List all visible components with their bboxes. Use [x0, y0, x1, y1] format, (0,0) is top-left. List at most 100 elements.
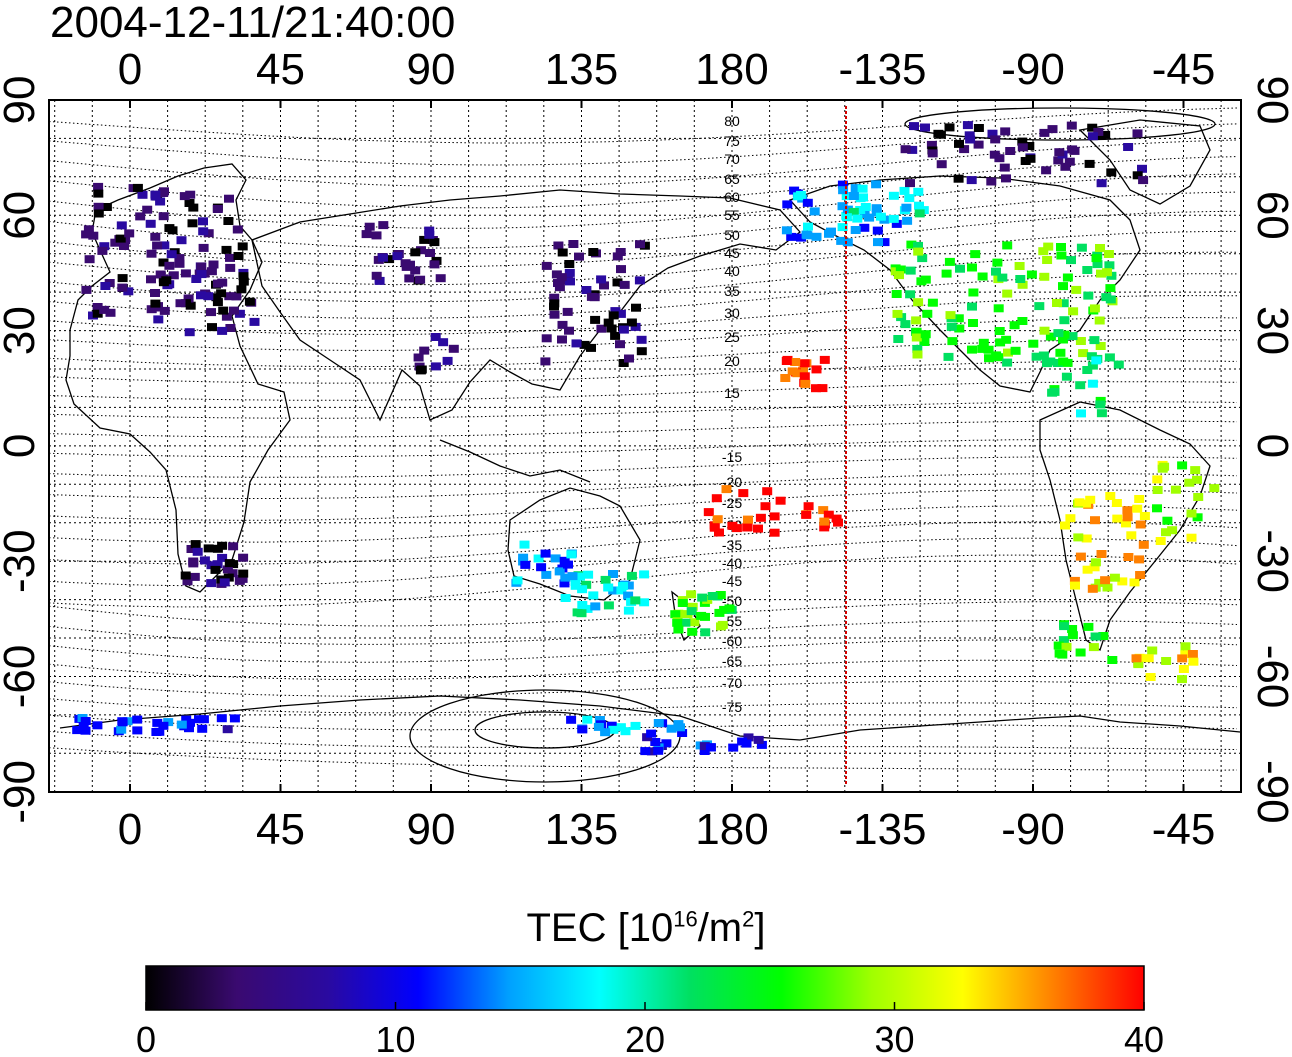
tec-point — [448, 344, 459, 353]
tec-point — [184, 328, 195, 337]
left-tick-label: -30 — [0, 529, 44, 593]
tec-point — [912, 350, 923, 359]
tec-point — [217, 541, 228, 550]
tec-point — [913, 298, 924, 307]
tec-point — [416, 365, 427, 374]
tec-point — [836, 236, 847, 245]
tec-point — [196, 262, 207, 271]
tec-point — [1094, 316, 1105, 325]
tec-point — [965, 135, 976, 144]
tec-point — [1123, 553, 1134, 561]
tec-point — [419, 346, 430, 355]
tec-point — [1104, 261, 1115, 270]
top-tick-label: -90 — [1001, 45, 1065, 94]
tec-point — [553, 241, 564, 250]
tec-point — [954, 324, 965, 333]
tec-point — [800, 379, 811, 388]
tec-point — [1083, 622, 1094, 631]
tec-point — [977, 344, 988, 353]
tec-point — [1042, 359, 1052, 368]
tec-point — [1086, 352, 1097, 361]
tec-point — [1010, 346, 1021, 355]
tec-point — [1133, 660, 1144, 669]
tec-point — [831, 514, 842, 523]
tec-point — [1138, 540, 1149, 549]
tec-point — [176, 236, 187, 245]
tec-point — [1049, 387, 1060, 396]
tec-point — [1122, 506, 1133, 515]
tec-point — [93, 189, 104, 198]
tec-point — [819, 517, 830, 526]
tec-point — [1083, 291, 1094, 300]
tec-point — [914, 201, 924, 210]
tec-point — [1180, 650, 1191, 659]
tec-point — [158, 258, 169, 267]
tec-point — [231, 292, 242, 301]
tec-point — [1126, 531, 1137, 540]
tec-point — [371, 231, 382, 240]
tec-point — [119, 242, 129, 250]
tec-point — [1102, 583, 1113, 592]
tec-point — [911, 333, 922, 342]
tec-point — [217, 553, 228, 562]
tec-point — [429, 260, 440, 269]
tec-point — [1152, 504, 1162, 513]
tec-point — [1085, 495, 1096, 504]
tec-point — [630, 322, 641, 331]
tec-point — [911, 316, 922, 325]
tec-point — [891, 290, 902, 298]
tec-point — [1090, 558, 1101, 567]
tec-point — [237, 574, 248, 583]
tec-point — [1096, 269, 1106, 278]
contour-label: 70 — [724, 151, 740, 167]
tec-point — [1131, 654, 1142, 663]
tec-point — [198, 217, 208, 226]
tec-point — [653, 719, 664, 727]
tec-point — [1122, 513, 1133, 522]
tec-point — [606, 721, 617, 730]
tec-point — [596, 324, 607, 333]
tec-point — [600, 575, 611, 584]
tec-point — [696, 611, 707, 620]
tec-point — [1132, 504, 1143, 513]
tec-point — [582, 715, 593, 724]
tec-point — [1096, 409, 1107, 418]
tec-point — [599, 281, 609, 290]
tec-point — [541, 570, 552, 579]
tec-point — [1058, 636, 1069, 645]
tec-point — [636, 335, 647, 344]
tec-point — [986, 177, 997, 186]
tec-point — [1096, 179, 1107, 188]
tec-point — [1096, 550, 1107, 558]
tec-point — [760, 502, 771, 511]
left-tick-label: 60 — [0, 191, 44, 240]
axis-ticks: 0 45 90 135 180 -135 -90 -450 45 90 135 180 -135 -90-… — [0, 45, 1292, 854]
tec-point — [955, 264, 965, 273]
tec-point — [914, 209, 925, 218]
contour-label: -15 — [722, 449, 742, 465]
contour-label: -65 — [722, 653, 742, 669]
tec-point — [1161, 528, 1171, 537]
tec-point — [1129, 578, 1140, 587]
tec-point — [155, 197, 166, 206]
tec-point — [987, 129, 998, 138]
tec-point — [590, 602, 601, 611]
colorbar-tick-label: 40 — [1124, 1019, 1164, 1057]
tec-measurements — [72, 121, 1220, 756]
tec-point — [753, 735, 764, 744]
tec-point — [92, 309, 103, 318]
left-tick-label: -60 — [0, 645, 44, 709]
tec-point — [615, 309, 626, 318]
tec-point — [798, 366, 808, 375]
map-title: 2004-12-11/21:40:00 — [50, 0, 456, 47]
tec-point — [520, 560, 531, 569]
tec-point — [404, 274, 415, 283]
tec-point — [1067, 145, 1078, 154]
tec-point — [871, 208, 882, 217]
tec-point — [837, 202, 848, 211]
tec-point — [728, 743, 739, 752]
tec-point — [1103, 250, 1114, 258]
tec-point — [954, 139, 964, 148]
tec-point — [920, 275, 931, 284]
tec-point — [1089, 336, 1100, 345]
